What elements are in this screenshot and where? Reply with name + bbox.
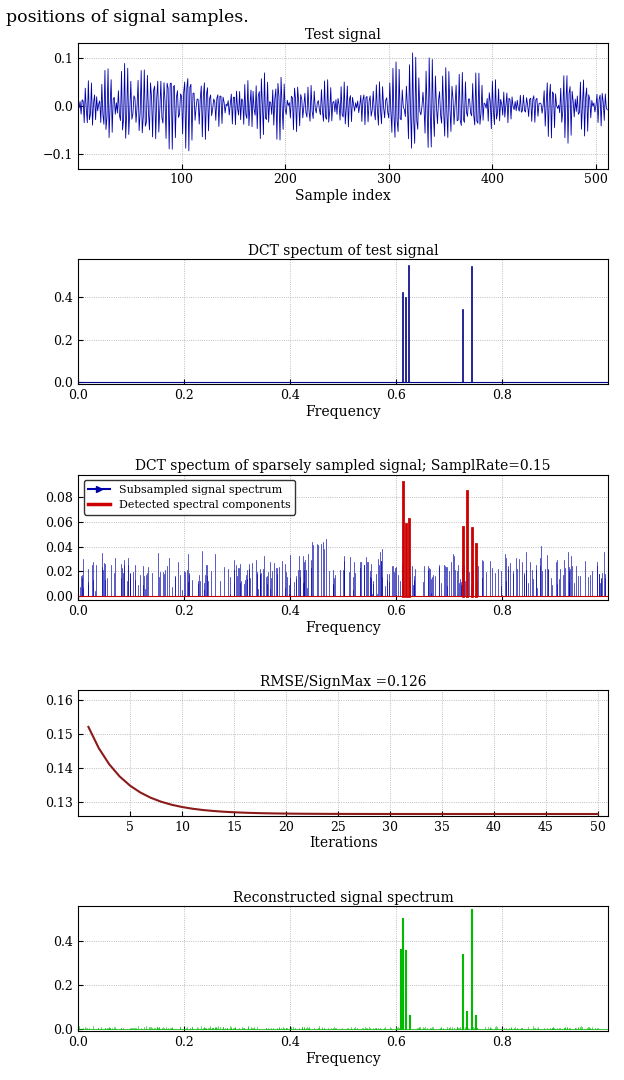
Title: RMSE/SignMax =0.126: RMSE/SignMax =0.126 xyxy=(260,675,426,689)
Title: Test signal: Test signal xyxy=(305,28,381,42)
X-axis label: Sample index: Sample index xyxy=(295,189,391,203)
Legend: Subsampled signal spectrum, Detected spectral components: Subsampled signal spectrum, Detected spe… xyxy=(84,481,295,514)
Text: positions of signal samples.: positions of signal samples. xyxy=(6,9,249,26)
X-axis label: Frequency: Frequency xyxy=(305,621,381,635)
Title: Reconstructed signal spectrum: Reconstructed signal spectrum xyxy=(233,891,454,905)
X-axis label: Iterations: Iterations xyxy=(309,836,378,850)
X-axis label: Frequency: Frequency xyxy=(305,405,381,419)
Title: DCT spectum of sparsely sampled signal; SamplRate=0.15: DCT spectum of sparsely sampled signal; … xyxy=(135,459,551,473)
X-axis label: Frequency: Frequency xyxy=(305,1052,381,1066)
Title: DCT spectum of test signal: DCT spectum of test signal xyxy=(248,244,439,258)
